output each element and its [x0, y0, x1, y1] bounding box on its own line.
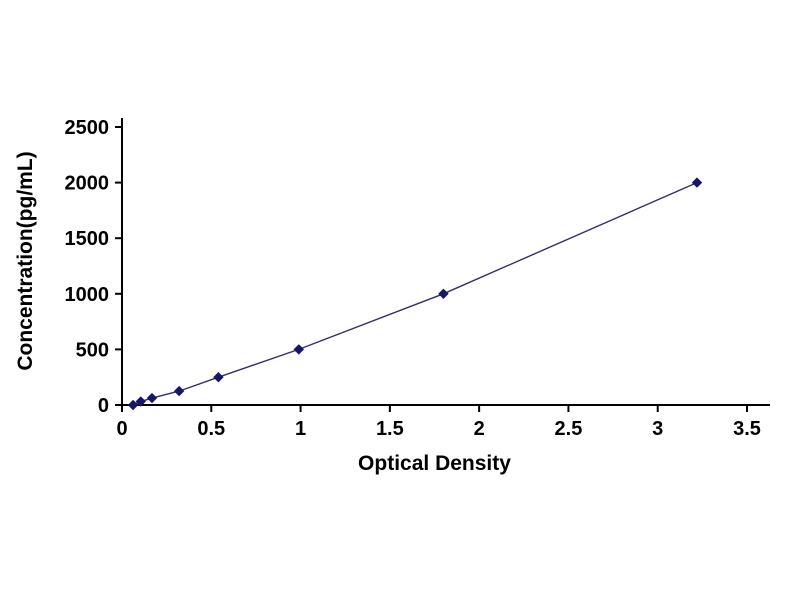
svg-text:3.5: 3.5 — [733, 418, 761, 440]
svg-text:0: 0 — [98, 395, 109, 417]
svg-text:2: 2 — [474, 418, 485, 440]
x-axis-title: Optical Density — [358, 452, 511, 475]
svg-text:3: 3 — [652, 418, 663, 440]
svg-text:0.5: 0.5 — [197, 418, 225, 440]
svg-text:1: 1 — [295, 418, 306, 440]
svg-text:2000: 2000 — [65, 173, 110, 195]
y-axis-title: Concentration(pg/mL) — [14, 151, 37, 371]
svg-text:2.5: 2.5 — [555, 418, 583, 440]
svg-text:500: 500 — [76, 339, 109, 361]
svg-text:0: 0 — [116, 418, 127, 440]
svg-text:2500: 2500 — [65, 117, 110, 139]
svg-text:1000: 1000 — [65, 284, 110, 306]
svg-text:1.5: 1.5 — [376, 418, 404, 440]
svg-text:1500: 1500 — [65, 228, 110, 250]
